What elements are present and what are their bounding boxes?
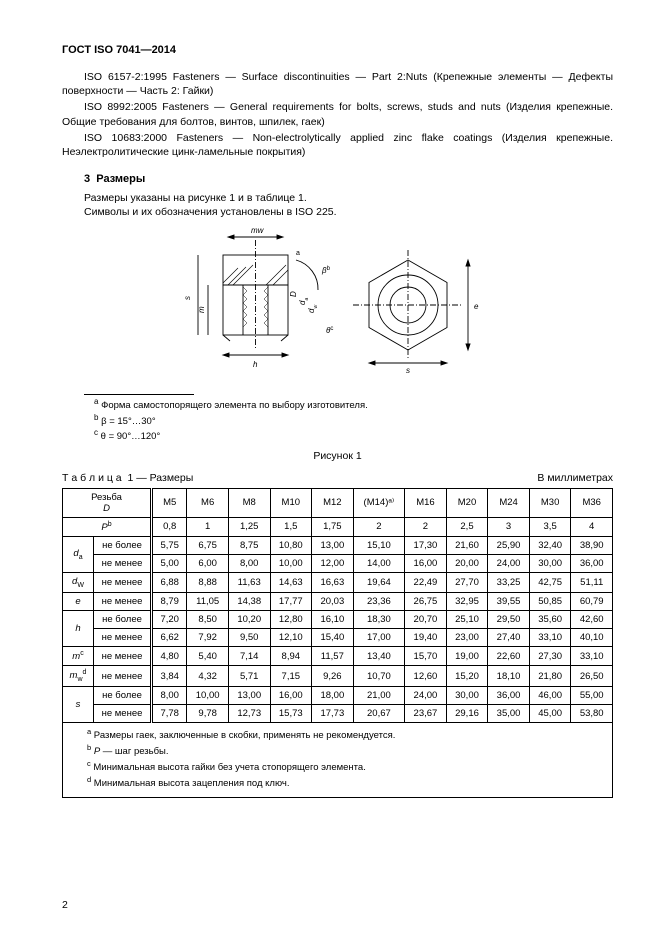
table-title: Т а б л и ц а 1 — Размеры В миллиметрах [62, 472, 613, 484]
doc-header: ГОСТ ISO 7041—2014 [62, 44, 613, 56]
ref-para-3: ISO 10683:2000 Fasteners — Non-electroly… [62, 131, 613, 159]
page-number: 2 [62, 899, 68, 911]
section-line-1: Размеры указаны на рисунке 1 и в таблице… [62, 191, 613, 205]
svg-text:h: h [253, 360, 258, 369]
ref-para-2: ISO 8992:2005 Fasteners — General requir… [62, 100, 613, 128]
section-title: 3 Размеры [62, 173, 613, 185]
footnote-rule [84, 394, 194, 395]
ref-para-1: ISO 6157-2:1995 Fasteners — Surface disc… [62, 70, 613, 98]
svg-text:dw: dw [307, 305, 319, 313]
figure-caption: Рисунок 1 [62, 450, 613, 462]
svg-text:θc: θc [326, 326, 333, 335]
fig-footnote-b: b β = 15°…30° [62, 413, 613, 429]
svg-text:s: s [183, 296, 192, 300]
dimensions-table: РезьбаD M5M6M8 M10M12(M14)ᵃ⁾ M16M20M24 M… [62, 488, 613, 723]
svg-text:mw: mw [251, 226, 265, 235]
svg-text:a: a [296, 250, 300, 257]
svg-text:βb: βb [321, 266, 331, 275]
svg-text:D: D [289, 291, 298, 297]
svg-text:e: e [474, 302, 479, 311]
table-footnotes: a Размеры гаек, заключенные в скобки, пр… [62, 723, 613, 798]
section-line-2: Символы и их обозначения установлены в I… [62, 205, 613, 219]
svg-text:m: m [197, 306, 206, 313]
svg-text:s: s [406, 366, 410, 375]
fig-footnote-a: a Форма самостопорящего элемента по выбо… [62, 397, 613, 413]
svg-text:da: da [298, 298, 310, 305]
figure-1: mw βb a h s m D da dw θc e s [62, 225, 613, 388]
fig-footnote-c: c θ = 90°…120° [62, 428, 613, 444]
